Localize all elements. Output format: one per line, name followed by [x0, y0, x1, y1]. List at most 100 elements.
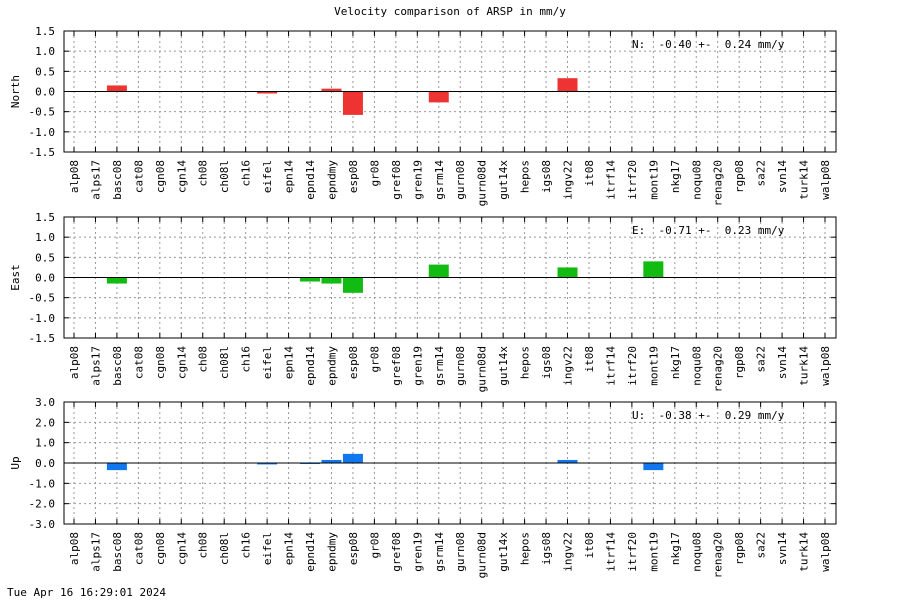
north-xtick-label: turk14 — [798, 160, 811, 200]
north-annotation: N: -0.40 +- 0.24 mm/y — [632, 38, 785, 51]
north-xtick-label: epn14 — [283, 160, 296, 193]
north-xtick-label: basc08 — [111, 160, 124, 200]
east-xtick-label: itrf20 — [626, 346, 639, 386]
east-ytick-label: 0.5 — [35, 251, 55, 264]
timestamp-footer: Tue Apr 16 16:29:01 2024 — [7, 586, 166, 599]
east-xtick-label: rgp08 — [733, 346, 746, 379]
north-xtick-label: igs08 — [540, 160, 553, 193]
north-xtick-label: alp08 — [68, 160, 81, 193]
up-xtick-label: gref08 — [390, 532, 403, 572]
up-ytick-label: -2.0 — [29, 498, 56, 511]
east-xtick-label: ch16 — [240, 346, 253, 373]
up-xtick-label: igs08 — [540, 532, 553, 565]
up-bar-mont19 — [643, 463, 664, 471]
up-xtick-label: gsrm14 — [433, 532, 446, 572]
east-xtick-label: mont19 — [647, 346, 660, 386]
east-xtick-label: alps17 — [89, 346, 102, 386]
east-bar-esp08 — [342, 277, 363, 293]
east-axis-label: East — [9, 264, 22, 291]
north-ytick-label: 1.5 — [35, 25, 55, 38]
up-xtick-label: noqu08 — [690, 532, 703, 572]
east-xtick-label: eifel — [261, 346, 274, 379]
east-bar-basc08 — [106, 277, 127, 284]
east-xtick-label: turk14 — [798, 346, 811, 386]
north-xtick-label: nkg17 — [669, 160, 682, 193]
north-axis-label: North — [9, 75, 22, 108]
up-ytick-label: 0.0 — [35, 457, 55, 470]
east-xtick-label: walp08 — [819, 346, 832, 386]
north-xtick-label: cgn08 — [154, 160, 167, 193]
up-axis-label: Up — [9, 456, 22, 469]
north-ytick-label: 1.0 — [35, 45, 55, 58]
up-xtick-label: cgn08 — [154, 532, 167, 565]
east-xtick-label: renag20 — [712, 346, 725, 392]
east-ytick-label: -1.5 — [29, 332, 56, 345]
east-xtick-label: gut14x — [497, 346, 510, 386]
north-xtick-label: svn14 — [776, 160, 789, 193]
east-xtick-label: cat08 — [132, 346, 145, 379]
up-bar-basc08 — [106, 463, 127, 471]
up-xtick-label: hepos — [519, 532, 532, 565]
north-xtick-label: alps17 — [89, 160, 102, 200]
north-xtick-label: epndmy — [325, 160, 338, 200]
up-annotation: U: -0.38 +- 0.29 mm/y — [632, 409, 785, 422]
east-bar-mont19 — [643, 261, 664, 278]
north-xtick-label: renag20 — [712, 160, 725, 206]
up-xtick-label: gren19 — [411, 532, 424, 572]
up-bar-eifel — [257, 463, 278, 465]
north-xtick-label: gurn08 — [454, 160, 467, 200]
east-bar-epndmy — [321, 277, 342, 284]
east-xtick-label: ingv22 — [562, 346, 575, 386]
up-xtick-label: walp08 — [819, 532, 832, 572]
east-bar-epnd14 — [300, 277, 321, 282]
east-xtick-label: gren19 — [411, 346, 424, 386]
north-xtick-label: rgp08 — [733, 160, 746, 193]
north-xtick-label: itrf20 — [626, 160, 639, 200]
east-ytick-label: -1.0 — [29, 312, 56, 325]
up-xtick-label: it08 — [583, 532, 596, 559]
up-ytick-label: 3.0 — [35, 396, 55, 409]
north-xtick-label: gren19 — [411, 160, 424, 200]
up-xtick-label: turk14 — [798, 532, 811, 572]
up-xtick-label: epn14 — [283, 532, 296, 565]
east-xtick-label: cgn14 — [175, 346, 188, 379]
east-ytick-label: -0.5 — [29, 292, 56, 305]
east-xtick-label: noqu08 — [690, 346, 703, 386]
east-xtick-label: gurn08d — [476, 346, 489, 392]
up-xtick-label: gr08 — [368, 532, 381, 559]
chart-title: Velocity comparison of ARSP in mm/y — [334, 5, 566, 18]
north-xtick-label: ch08 — [197, 160, 210, 187]
east-xtick-label: epndmy — [325, 346, 338, 386]
up-xtick-label: gurn08 — [454, 532, 467, 572]
north-xtick-label: hepos — [519, 160, 532, 193]
east-xtick-label: gsrm14 — [433, 346, 446, 386]
north-xtick-label: cgn14 — [175, 160, 188, 193]
up-xtick-label: ch16 — [240, 532, 253, 559]
north-bar-eifel — [257, 91, 278, 94]
north-bar-esp08 — [342, 91, 363, 115]
east-xtick-label: gurn08 — [454, 346, 467, 386]
up-ytick-label: -1.0 — [29, 477, 56, 490]
up-xtick-label: eifel — [261, 532, 274, 565]
east-xtick-label: sa22 — [755, 346, 768, 373]
north-xtick-label: it08 — [583, 160, 596, 187]
north-xtick-label: gut14x — [497, 160, 510, 200]
north-xtick-label: gsrm14 — [433, 160, 446, 200]
up-bar-ingv22 — [557, 459, 578, 463]
east-xtick-label: igs08 — [540, 346, 553, 379]
up-xtick-label: ch08l — [218, 532, 231, 565]
north-xtick-label: mont19 — [647, 160, 660, 200]
up-xtick-label: ch08 — [197, 532, 210, 559]
up-xtick-label: renag20 — [712, 532, 725, 578]
up-ytick-label: 2.0 — [35, 416, 55, 429]
east-xtick-label: hepos — [519, 346, 532, 379]
east-xtick-label: basc08 — [111, 346, 124, 386]
east-ytick-label: 0.0 — [35, 272, 55, 285]
up-bar-epnd14 — [300, 463, 321, 465]
north-xtick-label: sa22 — [755, 160, 768, 187]
up-bar-epndmy — [321, 459, 342, 463]
up-xtick-label: itrf20 — [626, 532, 639, 572]
east-xtick-label: epn14 — [283, 346, 296, 379]
east-bar-ingv22 — [557, 267, 578, 278]
north-xtick-label: esp08 — [347, 160, 360, 193]
